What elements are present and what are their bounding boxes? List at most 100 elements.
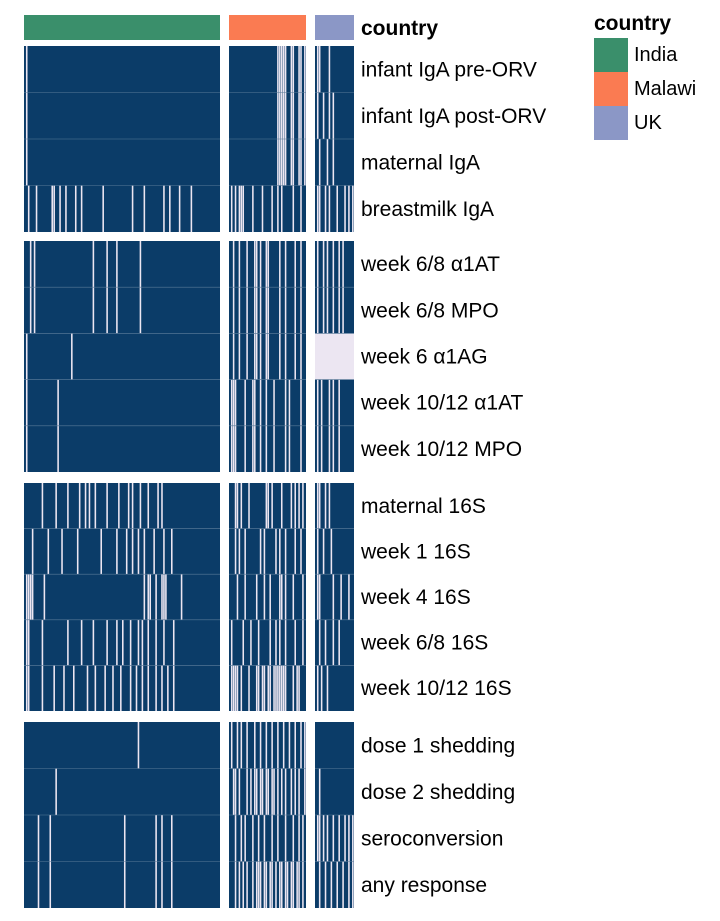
missing-cell xyxy=(330,861,333,908)
missing-cell xyxy=(155,861,157,908)
missing-cell xyxy=(246,861,248,908)
missing-cell xyxy=(336,861,339,908)
missing-cell xyxy=(55,483,57,529)
missing-cell xyxy=(88,483,91,529)
missing-cell xyxy=(298,139,300,186)
missing-cell xyxy=(284,528,287,575)
cell-block-dose-2-shedding-uk xyxy=(315,768,354,815)
missing-cell xyxy=(316,528,319,575)
cell-block-week-1-16s-uk xyxy=(315,528,354,575)
legend-title: country xyxy=(594,12,672,35)
row-label-week-6-8-16s: week 6/8 16S xyxy=(360,632,488,655)
missing-cell xyxy=(259,722,262,769)
missing-cell xyxy=(116,528,118,575)
missing-cell xyxy=(292,665,295,711)
missing-cell xyxy=(277,185,279,232)
missing-cell xyxy=(316,815,319,862)
missing-cell xyxy=(31,528,34,575)
cell-block-week-4-16s-malawi xyxy=(229,574,306,620)
missing-cell xyxy=(280,861,283,908)
missing-cell xyxy=(155,574,157,620)
missing-cell xyxy=(25,92,28,139)
missing-cell xyxy=(318,574,321,620)
missing-cell xyxy=(252,861,254,908)
missing-cell xyxy=(230,425,233,472)
missing-cell xyxy=(41,619,44,666)
missing-cell xyxy=(248,665,250,711)
missing-cell xyxy=(57,379,59,426)
missing-cell xyxy=(290,861,293,908)
missing-cell xyxy=(316,425,319,472)
missing-cell xyxy=(298,815,300,862)
cell-block-week-1-16s-india xyxy=(24,528,220,575)
cell-block-infant-iga-pre-orv-malawi xyxy=(229,46,306,93)
missing-cell xyxy=(147,483,150,529)
missing-cell xyxy=(324,619,327,666)
missing-cell xyxy=(332,815,335,862)
missing-cell xyxy=(143,528,146,575)
missing-cell xyxy=(238,333,241,380)
legend-item-malawi: Malawi xyxy=(594,72,718,106)
missing-cell xyxy=(41,665,44,711)
missing-cell xyxy=(71,333,73,380)
missing-cell xyxy=(318,483,321,529)
missing-cell xyxy=(248,483,250,529)
missing-cell xyxy=(292,46,295,93)
missing-cell xyxy=(302,574,304,620)
cell-block-maternal-16s-uk xyxy=(315,483,354,529)
missing-cell xyxy=(127,483,130,529)
missing-cell xyxy=(271,722,273,769)
missing-cell xyxy=(284,768,287,815)
missing-cell xyxy=(275,861,277,908)
missing-cell xyxy=(254,287,256,334)
missing-cell xyxy=(67,619,69,666)
missing-cell xyxy=(234,861,237,908)
missing-cell xyxy=(257,815,260,862)
missing-cell xyxy=(165,574,167,620)
missing-cell xyxy=(180,574,183,620)
missing-cell xyxy=(76,528,79,575)
missing-cell xyxy=(338,425,340,472)
missing-cell xyxy=(328,185,331,232)
missing-cell xyxy=(29,574,32,620)
missing-cell xyxy=(234,815,237,862)
missing-cell xyxy=(25,619,28,666)
missing-cell xyxy=(238,768,241,815)
missing-cell xyxy=(316,483,319,529)
missing-cell xyxy=(25,574,28,620)
missing-cell xyxy=(163,185,165,232)
missing-cell xyxy=(284,92,287,139)
missing-cell xyxy=(332,619,335,666)
missing-cell xyxy=(33,287,36,334)
cell-block-week-6-8-mpo-uk xyxy=(315,287,354,334)
missing-cell xyxy=(275,528,277,575)
missing-cell xyxy=(322,241,325,288)
missing-cell xyxy=(232,768,235,815)
missing-cell xyxy=(161,861,163,908)
missing-cell xyxy=(328,425,331,472)
row-label-dose-1-shedding: dose 1 shedding xyxy=(361,734,515,757)
missing-cell xyxy=(302,619,304,666)
cell-block-infant-iga-post-orv-india xyxy=(24,92,220,139)
missing-cell xyxy=(25,379,28,426)
missing-cell xyxy=(230,379,233,426)
missing-cell xyxy=(267,483,270,529)
missing-cell xyxy=(300,139,302,186)
missing-cell xyxy=(279,528,281,575)
missing-cell xyxy=(263,665,266,711)
missing-cell xyxy=(338,619,340,666)
missing-cell xyxy=(25,46,28,93)
missing-cell xyxy=(155,815,157,862)
missing-cell xyxy=(279,46,281,93)
row-label-any-response: any response xyxy=(361,874,487,897)
missing-cell xyxy=(234,665,237,711)
row-labels: infant IgA pre-ORV infant IgA post-ORV mat… xyxy=(360,58,546,897)
missing-cell xyxy=(106,483,108,529)
missing-cell xyxy=(332,92,335,139)
missing-cell xyxy=(252,379,254,426)
missing-cell xyxy=(161,815,163,862)
missing-cell xyxy=(265,425,268,472)
cell-block-infant-iga-pre-orv-india xyxy=(24,46,220,93)
row-label-dose-2-shedding: dose 2 shedding xyxy=(361,781,515,804)
missing-cell xyxy=(271,768,273,815)
